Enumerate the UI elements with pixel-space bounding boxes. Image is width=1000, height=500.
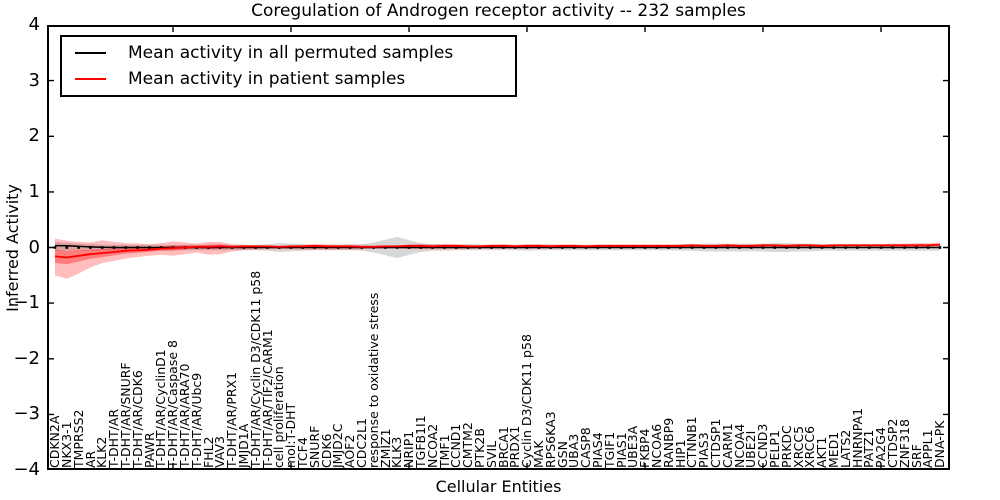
zero-marker (631, 246, 635, 249)
legend-line-permuted-icon (75, 52, 106, 54)
legend-label-permuted: Mean activity in all permuted samples (128, 43, 454, 63)
y-tick-label: 3 (28, 69, 40, 91)
y-tick-label: 2 (28, 125, 40, 147)
zero-marker (702, 246, 706, 249)
zero-marker (608, 246, 611, 249)
zero-marker (89, 246, 92, 249)
y-tick-label: 1 (28, 180, 40, 202)
zero-marker (773, 246, 777, 249)
legend-item-permuted: Mean activity in all permuted samples (62, 43, 515, 63)
chart-title: Coregulation of Androgen receptor activi… (251, 1, 746, 21)
zero-marker (266, 246, 269, 249)
plot-area (47, 25, 950, 470)
zero-marker (844, 246, 847, 249)
zero-marker (301, 246, 305, 249)
zero-marker (785, 246, 788, 249)
zero-marker (53, 246, 57, 249)
zero-marker (325, 246, 328, 249)
zero-marker (490, 246, 493, 249)
zero-marker (218, 246, 222, 249)
zero-marker (254, 246, 257, 249)
zero-marker (655, 246, 659, 249)
zero-marker (384, 246, 387, 249)
zero-marker (407, 246, 411, 249)
legend: Mean activity in all permuted samples Me… (60, 35, 517, 97)
zero-marker (549, 246, 552, 249)
x-tick-label: DNA-PK (932, 420, 948, 469)
zero-marker (749, 246, 753, 249)
legend-label-patient: Mean activity in patient samples (128, 69, 406, 89)
plot-frame (47, 25, 950, 470)
zero-marker (808, 246, 812, 249)
zero-marker (431, 246, 434, 249)
zero-marker (478, 246, 482, 249)
zero-marker (395, 246, 399, 249)
y-tick-label: −3 (13, 403, 40, 425)
zero-marker (124, 246, 128, 249)
axis-ticks (47, 25, 950, 470)
zero-marker (820, 246, 824, 249)
zero-marker (596, 246, 600, 249)
zero-marker (879, 246, 883, 249)
zero-marker (419, 246, 423, 249)
zero-marker (502, 246, 505, 249)
y-tick-label: −2 (13, 347, 40, 369)
zero-marker (348, 246, 352, 249)
zero-marker (856, 246, 859, 249)
zero-marker (667, 246, 670, 249)
zero-marker (891, 246, 895, 249)
zero-marker (136, 246, 139, 249)
y-tick-label: −1 (13, 292, 40, 314)
zero-marker (443, 246, 446, 249)
zero-marker (926, 246, 930, 249)
zero-marker (572, 246, 576, 249)
zero-marker (797, 246, 800, 249)
zero-marker (938, 246, 942, 249)
zero-marker (915, 246, 918, 249)
zero-marker (77, 246, 80, 249)
zero-marker (537, 246, 541, 249)
zero-marker (690, 246, 694, 249)
zero-marker (903, 246, 906, 249)
patient-mean-line (54, 243, 941, 259)
y-tick-label: 4 (28, 14, 40, 35)
zero-marker (289, 246, 293, 249)
zero-marker (313, 246, 316, 249)
zero-marker (714, 246, 718, 249)
zero-marker (620, 246, 623, 249)
zero-marker (561, 246, 564, 249)
zero-marker (584, 246, 588, 249)
zero-marker (100, 246, 104, 249)
zero-marker (65, 246, 69, 249)
zero-marker (525, 246, 529, 249)
zero-marker (738, 246, 741, 249)
legend-line-patient-icon (75, 78, 106, 80)
y-tick-label: −4 (13, 459, 40, 480)
zero-marker (242, 246, 246, 249)
y-tick-label: 0 (28, 236, 40, 258)
zero-marker (336, 246, 340, 249)
patient-spread-band (55, 238, 940, 279)
zero-marker (454, 246, 458, 249)
zero-marker (148, 246, 151, 249)
zero-marker (761, 246, 765, 249)
zero-marker (726, 246, 729, 249)
zero-marker (643, 246, 647, 249)
zero-marker (679, 246, 682, 249)
zero-marker (513, 246, 517, 249)
zero-marker (112, 246, 116, 249)
zero-marker (466, 246, 470, 249)
zero-marker (867, 246, 871, 249)
zero-marker (832, 246, 836, 249)
x-axis-label: Cellular Entities (435, 477, 562, 496)
legend-item-patient: Mean activity in patient samples (62, 69, 515, 89)
zero-marker (159, 246, 163, 249)
